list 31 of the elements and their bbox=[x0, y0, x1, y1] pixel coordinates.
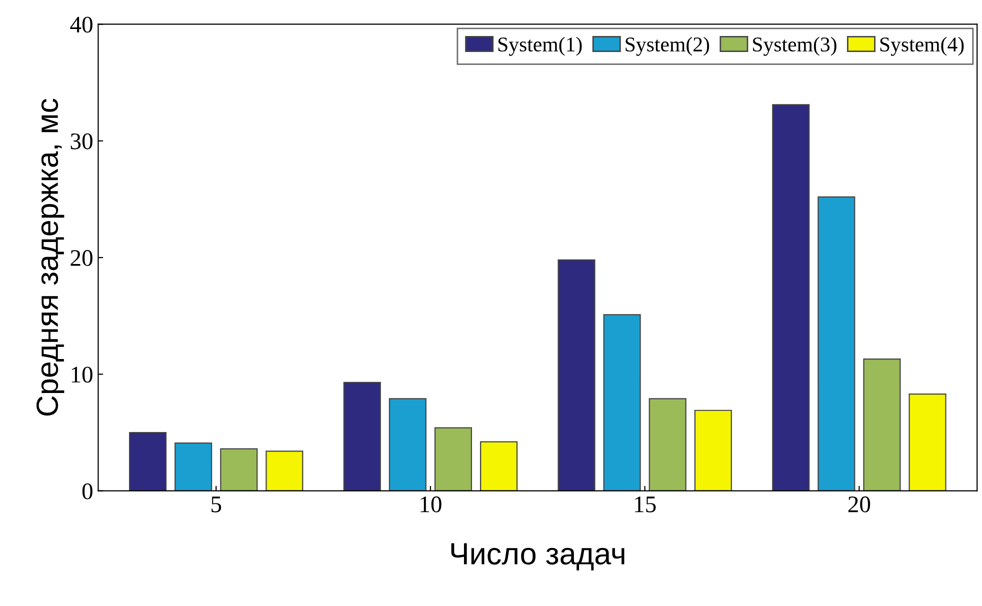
y-tick-label: 0 bbox=[82, 483, 92, 500]
x-tick-label: 10 bbox=[420, 496, 442, 512]
legend-label: System(1) bbox=[498, 36, 582, 56]
y-axis-title: Средняя задержка, мс bbox=[36, 98, 64, 416]
y-tick-label: 10 bbox=[72, 366, 92, 383]
y-tick-label: 20 bbox=[70, 250, 92, 266]
bar bbox=[220, 448, 258, 491]
bar bbox=[648, 398, 686, 491]
bar bbox=[908, 393, 946, 491]
x-tick-label: 20 bbox=[848, 496, 870, 512]
bar bbox=[343, 382, 381, 491]
legend-label: System(3) bbox=[753, 36, 836, 56]
x-axis-title: Число задач bbox=[451, 543, 624, 570]
bar bbox=[266, 450, 304, 491]
bar bbox=[434, 427, 472, 491]
legend-label: System(4) bbox=[880, 36, 964, 56]
bar bbox=[818, 196, 856, 491]
bar bbox=[388, 398, 426, 491]
bar bbox=[772, 104, 810, 491]
bar bbox=[603, 314, 641, 491]
bar bbox=[174, 442, 212, 491]
bar bbox=[558, 259, 596, 491]
x-tick-label: 15 bbox=[635, 496, 656, 512]
bar bbox=[863, 358, 901, 491]
legend-label: System(2) bbox=[626, 36, 710, 56]
y-tick-label: 30 bbox=[70, 133, 92, 150]
bar bbox=[694, 410, 732, 491]
y-tick-label: 40 bbox=[70, 16, 92, 33]
bar bbox=[480, 441, 518, 491]
bar bbox=[128, 432, 167, 491]
x-tick-label: 5 bbox=[212, 496, 222, 512]
